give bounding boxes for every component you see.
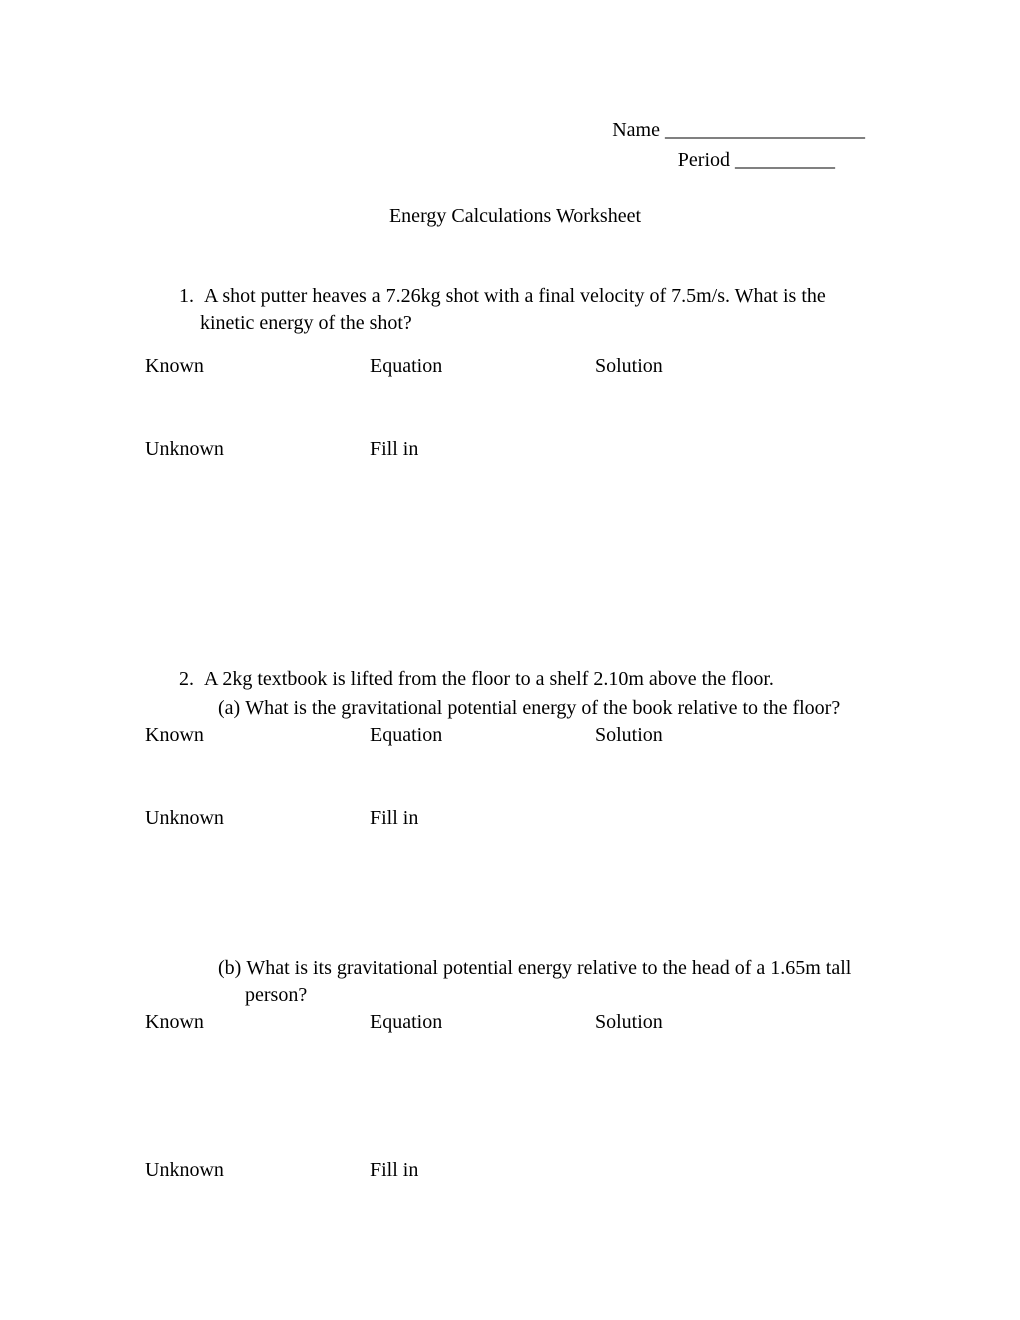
problem-2a-label: (a) (218, 697, 240, 719)
problem-1-body: A shot putter heaves a 7.26kg shot with … (200, 285, 826, 334)
problem-2-text: 2. A 2kg textbook is lifted from the flo… (145, 666, 885, 693)
fillin-label: Fill in (370, 1159, 595, 1182)
problem-1-text: 1. A shot putter heaves a 7.26kg shot wi… (145, 283, 885, 337)
problem-2a-row2: Unknown Fill in (145, 807, 885, 830)
solution-label: Solution (595, 355, 885, 378)
period-field-line: Period __________ (145, 145, 865, 175)
problem-2b-row2: Unknown Fill in (145, 1159, 885, 1182)
fillin-label: Fill in (370, 438, 595, 461)
empty-cell (595, 1159, 885, 1182)
problem-2b-text: (b) What is its gravitational potential … (145, 955, 885, 1009)
problem-2a-text: (a) What is the gravitational potential … (145, 695, 885, 722)
known-label: Known (145, 355, 370, 378)
known-label: Known (145, 1011, 370, 1034)
spacer (145, 521, 885, 666)
empty-cell (595, 438, 885, 461)
equation-label: Equation (370, 1011, 595, 1034)
unknown-label: Unknown (145, 807, 370, 830)
empty-cell (595, 807, 885, 830)
problem-2-body: A 2kg textbook is lifted from the floor … (204, 668, 774, 690)
problem-2a-body: What is the gravitational potential ener… (245, 697, 840, 719)
solution-label: Solution (595, 1011, 885, 1034)
name-label: Name ____________________ (612, 115, 865, 145)
problem-2a-row1: Known Equation Solution (145, 724, 885, 747)
unknown-label: Unknown (145, 1159, 370, 1182)
problem-1-row1: Known Equation Solution (145, 355, 885, 378)
fillin-label: Fill in (370, 807, 595, 830)
worksheet-title: Energy Calculations Worksheet (145, 205, 885, 228)
problem-1-number: 1. (179, 285, 194, 307)
problem-2-number: 2. (179, 668, 194, 690)
known-label: Known (145, 724, 370, 747)
problem-2b-label: (b) (218, 957, 241, 979)
header: Name ____________________ Period _______… (145, 115, 885, 175)
unknown-label: Unknown (145, 438, 370, 461)
problem-2: 2. A 2kg textbook is lifted from the flo… (145, 666, 885, 1182)
name-field-line: Name ____________________ (145, 115, 865, 145)
problem-2b-row1: Known Equation Solution (145, 1011, 885, 1034)
problem-1: 1. A shot putter heaves a 7.26kg shot wi… (145, 283, 885, 461)
period-label: Period __________ (678, 145, 835, 175)
problem-1-row2: Unknown Fill in (145, 438, 885, 461)
problem-2b-body: What is its gravitational potential ener… (245, 957, 851, 1006)
equation-label: Equation (370, 724, 595, 747)
equation-label: Equation (370, 355, 595, 378)
solution-label: Solution (595, 724, 885, 747)
